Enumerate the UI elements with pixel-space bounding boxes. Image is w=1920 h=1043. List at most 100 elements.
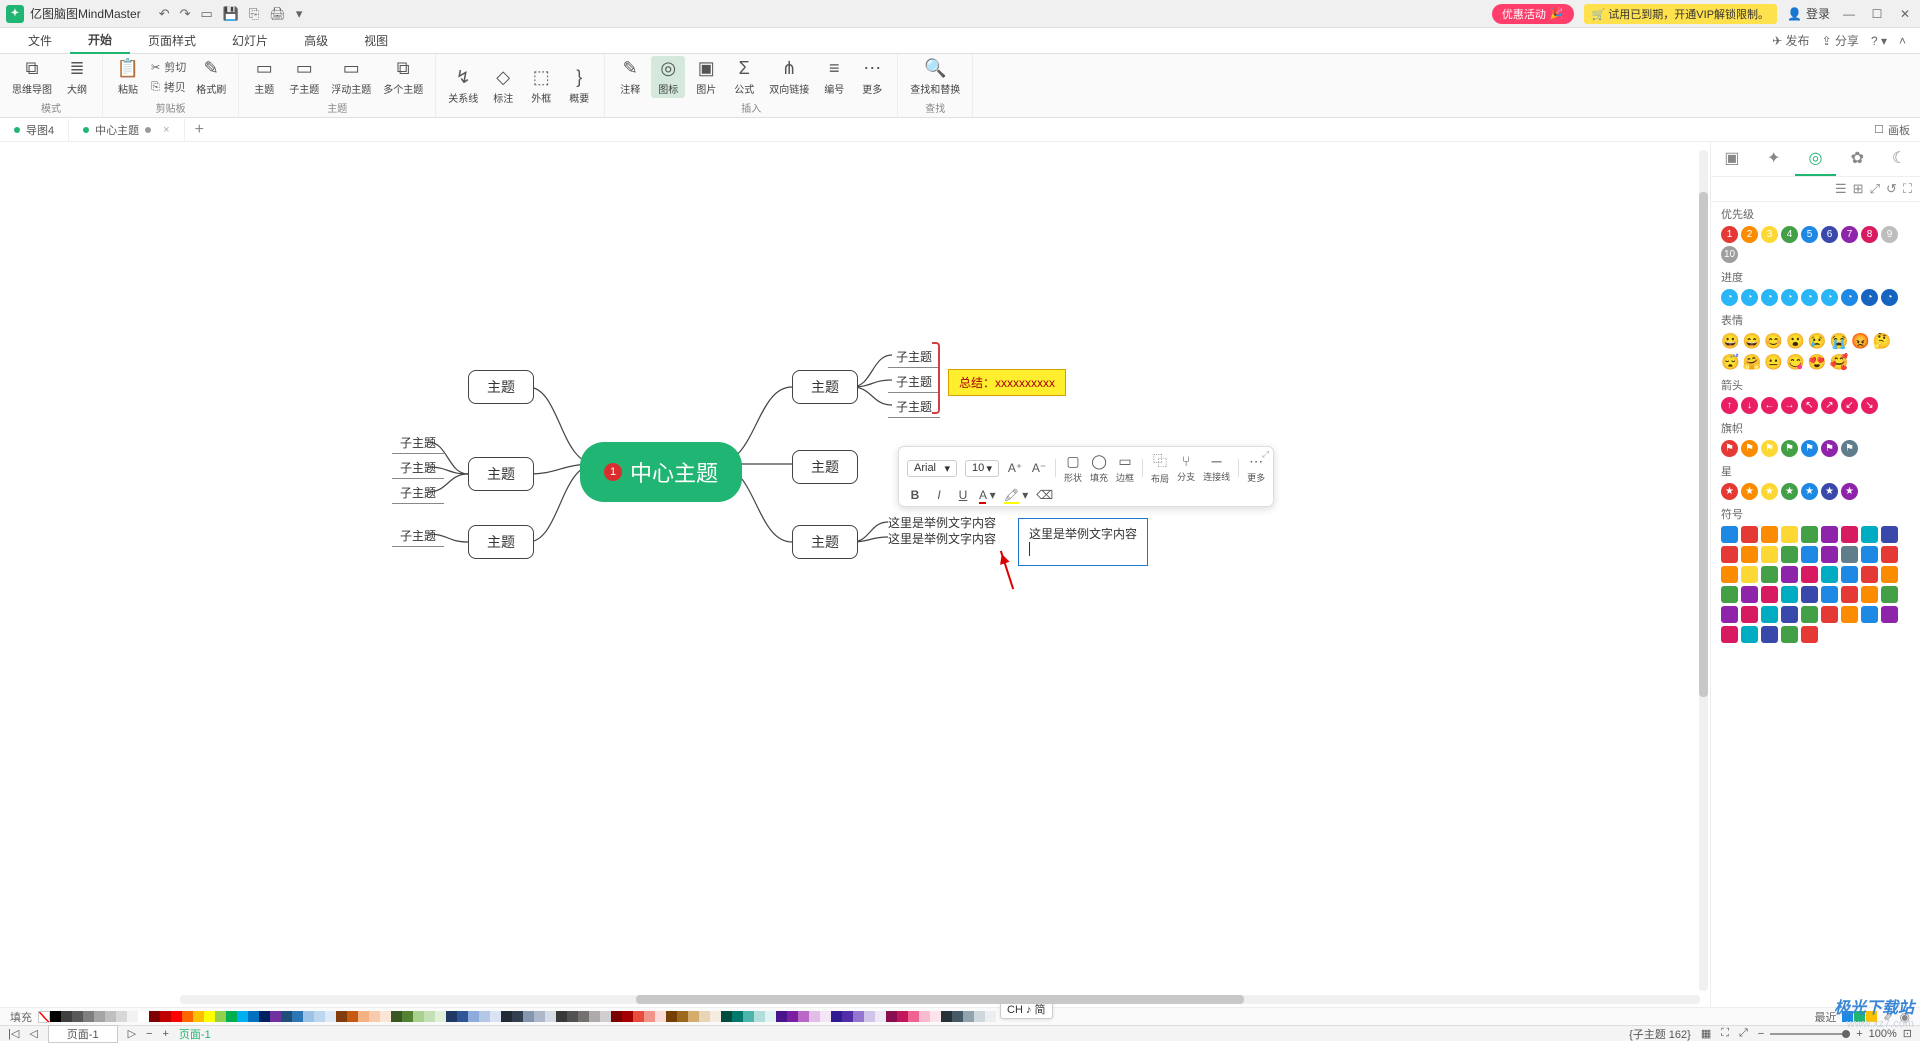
- color-swatch[interactable]: [611, 1011, 622, 1022]
- icon-prog[interactable]: ◔: [1781, 289, 1798, 306]
- icon-num[interactable]: 10: [1721, 246, 1738, 263]
- color-swatch[interactable]: [985, 1011, 996, 1022]
- save-icon[interactable]: 💾: [223, 6, 239, 22]
- color-swatch[interactable]: [622, 1011, 633, 1022]
- share-button[interactable]: ⇪ 分享: [1822, 32, 1859, 49]
- color-swatch[interactable]: [765, 1011, 776, 1022]
- icon-star[interactable]: ★: [1821, 483, 1838, 500]
- icon-prog[interactable]: ◔: [1721, 289, 1738, 306]
- color-swatch[interactable]: [545, 1011, 556, 1022]
- nav-prev-icon[interactable]: ◁: [29, 1027, 37, 1040]
- subtopic-node[interactable]: 子主题: [392, 482, 444, 504]
- icon-sym[interactable]: [1741, 606, 1758, 623]
- color-swatch[interactable]: [72, 1011, 83, 1022]
- color-swatch[interactable]: [809, 1011, 820, 1022]
- font-select[interactable]: Arial ▾: [907, 460, 957, 477]
- topic-node[interactable]: 主题: [468, 370, 534, 404]
- icon-emoji[interactable]: 😢: [1808, 332, 1827, 350]
- color-swatch[interactable]: [578, 1011, 589, 1022]
- text-line[interactable]: 这里是举例文字内容: [888, 530, 996, 547]
- topic-node[interactable]: 主题: [792, 450, 858, 484]
- color-swatch[interactable]: [908, 1011, 919, 1022]
- tree-button[interactable]: ⋔双向链接: [765, 56, 813, 98]
- color-swatch[interactable]: [149, 1011, 160, 1022]
- icon-prog[interactable]: ◔: [1821, 289, 1838, 306]
- color-swatch[interactable]: [424, 1011, 435, 1022]
- color-swatch[interactable]: [699, 1011, 710, 1022]
- icon-sym[interactable]: [1781, 606, 1798, 623]
- color-swatch[interactable]: [776, 1011, 787, 1022]
- icon-prog[interactable]: ◔: [1741, 289, 1758, 306]
- icon-sym[interactable]: [1721, 526, 1738, 543]
- color-swatch[interactable]: [171, 1011, 182, 1022]
- icon-star[interactable]: ★: [1721, 483, 1738, 500]
- color-swatch[interactable]: [325, 1011, 336, 1022]
- icon-star[interactable]: ★: [1841, 483, 1858, 500]
- color-swatch[interactable]: [446, 1011, 457, 1022]
- color-swatch[interactable]: [457, 1011, 468, 1022]
- icon-sym[interactable]: [1781, 546, 1798, 563]
- rp-view-3[interactable]: ↺: [1886, 181, 1897, 197]
- color-swatch[interactable]: [952, 1011, 963, 1022]
- color-swatch[interactable]: [556, 1011, 567, 1022]
- icon-emoji[interactable]: 🥰: [1829, 353, 1848, 371]
- text-line[interactable]: 这里是举例文字内容: [888, 514, 996, 531]
- topic-node[interactable]: 主题: [792, 525, 858, 559]
- color-swatch[interactable]: [248, 1011, 259, 1022]
- icon-emoji[interactable]: 😋: [1786, 353, 1805, 371]
- color-swatch[interactable]: [919, 1011, 930, 1022]
- icon-sym[interactable]: [1741, 626, 1758, 643]
- page-remove-icon[interactable]: −: [146, 1028, 152, 1040]
- icon-sym[interactable]: [1761, 566, 1778, 583]
- icon-emoji[interactable]: 😍: [1808, 353, 1827, 371]
- zoom-slider[interactable]: [1770, 1033, 1850, 1035]
- subtopic-node[interactable]: 子主题: [392, 432, 444, 454]
- icon-prog[interactable]: ◔: [1761, 289, 1778, 306]
- color-swatch[interactable]: [215, 1011, 226, 1022]
- icon-emoji[interactable]: 😴: [1721, 353, 1740, 371]
- color-swatch[interactable]: [237, 1011, 248, 1022]
- icon-star[interactable]: ★: [1741, 483, 1758, 500]
- multi-button[interactable]: ⧉多个主题: [379, 56, 427, 98]
- icon-sym[interactable]: [1841, 586, 1858, 603]
- color-swatch[interactable]: [116, 1011, 127, 1022]
- font-inc-button[interactable]: A⁺: [1007, 461, 1023, 475]
- tab-file[interactable]: 文件: [10, 28, 70, 53]
- icon-sym[interactable]: [1821, 586, 1838, 603]
- icon-sym[interactable]: [1881, 586, 1898, 603]
- color-swatch[interactable]: [61, 1011, 72, 1022]
- icon-sym[interactable]: [1801, 626, 1818, 643]
- color-swatch[interactable]: [226, 1011, 237, 1022]
- subtopic-button[interactable]: ▭子主题: [285, 56, 323, 98]
- login-button[interactable]: 👤 登录: [1787, 5, 1830, 22]
- color-swatch[interactable]: [50, 1011, 61, 1022]
- topic-button[interactable]: ▭主题: [247, 56, 281, 98]
- color-swatch[interactable]: [633, 1011, 644, 1022]
- icon-sym[interactable]: [1781, 626, 1798, 643]
- formula-button[interactable]: Σ公式: [727, 56, 761, 98]
- canvas[interactable]: 1 中心主题 主题 主题 主题 主题 主题 主题 子主题 子主题 子主题 子主题…: [0, 142, 1710, 1007]
- color-swatch[interactable]: [886, 1011, 897, 1022]
- icon-sym[interactable]: [1761, 526, 1778, 543]
- color-swatch[interactable]: [523, 1011, 534, 1022]
- icon-sym[interactable]: [1841, 546, 1858, 563]
- icon-sym[interactable]: [1881, 546, 1898, 563]
- color-swatch[interactable]: [94, 1011, 105, 1022]
- nav-next-icon[interactable]: ▷: [128, 1027, 136, 1040]
- icon-arrow[interactable]: ←: [1761, 397, 1778, 414]
- mindmap-button[interactable]: ⧉思维导图: [8, 56, 56, 98]
- color-swatch[interactable]: [138, 1011, 149, 1022]
- add-tab-button[interactable]: +: [185, 121, 214, 139]
- color-swatch[interactable]: [721, 1011, 732, 1022]
- nav-first-icon[interactable]: |◁: [8, 1027, 19, 1040]
- icon-sym[interactable]: [1861, 566, 1878, 583]
- icon-arrow[interactable]: ↑: [1721, 397, 1738, 414]
- icon-sym[interactable]: [1761, 586, 1778, 603]
- icon-flag[interactable]: ⚑: [1821, 440, 1838, 457]
- scrollbar-v[interactable]: [1699, 150, 1708, 991]
- shape-button[interactable]: ▢形状: [1064, 453, 1082, 484]
- scrollbar-h[interactable]: [180, 995, 1700, 1004]
- minimize-icon[interactable]: —: [1840, 7, 1858, 21]
- icon-arrow[interactable]: →: [1781, 397, 1798, 414]
- icon-sym[interactable]: [1761, 626, 1778, 643]
